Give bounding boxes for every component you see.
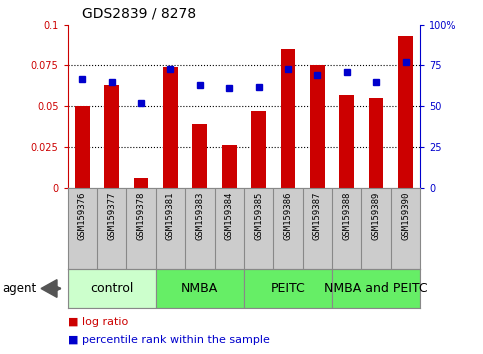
- Bar: [222, 145, 237, 188]
- Bar: [163, 67, 178, 188]
- Text: GSM159384: GSM159384: [225, 192, 234, 240]
- Bar: [281, 49, 295, 188]
- Text: NMBA and PEITC: NMBA and PEITC: [324, 282, 428, 295]
- Text: PEITC: PEITC: [270, 282, 305, 295]
- Text: GSM159389: GSM159389: [371, 192, 381, 240]
- Text: GSM159383: GSM159383: [195, 192, 204, 240]
- Text: GSM159377: GSM159377: [107, 192, 116, 240]
- Text: GSM159385: GSM159385: [254, 192, 263, 240]
- Bar: [193, 124, 207, 188]
- Bar: [75, 106, 90, 188]
- Text: ■ log ratio: ■ log ratio: [68, 317, 128, 327]
- Bar: [68, 269, 156, 308]
- Text: agent: agent: [2, 282, 37, 295]
- Text: GSM159381: GSM159381: [166, 192, 175, 240]
- Text: control: control: [90, 282, 133, 295]
- Bar: [332, 269, 420, 308]
- Text: GDS2839 / 8278: GDS2839 / 8278: [82, 7, 196, 21]
- Text: GSM159378: GSM159378: [137, 192, 145, 240]
- Text: GSM159388: GSM159388: [342, 192, 351, 240]
- Bar: [251, 111, 266, 188]
- Bar: [156, 269, 244, 308]
- Bar: [134, 178, 148, 188]
- Bar: [340, 95, 354, 188]
- Bar: [369, 98, 384, 188]
- Text: ■ percentile rank within the sample: ■ percentile rank within the sample: [68, 335, 270, 345]
- Text: GSM159387: GSM159387: [313, 192, 322, 240]
- Bar: [104, 85, 119, 188]
- Text: GSM159390: GSM159390: [401, 192, 410, 240]
- Bar: [398, 36, 413, 188]
- Text: GSM159376: GSM159376: [78, 192, 87, 240]
- Text: NMBA: NMBA: [181, 282, 218, 295]
- Bar: [244, 269, 332, 308]
- Bar: [310, 65, 325, 188]
- Text: GSM159386: GSM159386: [284, 192, 293, 240]
